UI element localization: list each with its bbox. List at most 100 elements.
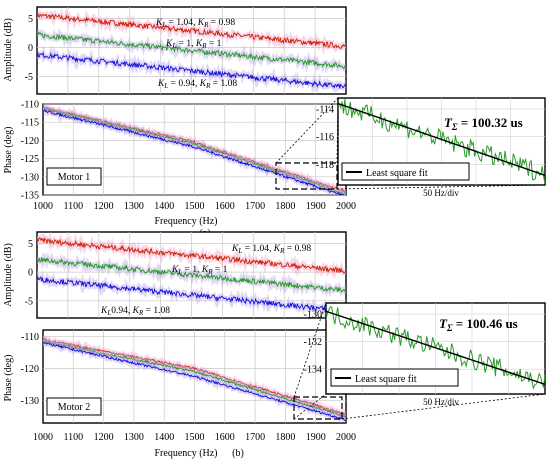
annotation-kl094: KL0.94, KR = 1.08 [100,306,170,317]
y-axis-label: Phase (deg) [3,127,14,174]
y-tick-labels: -130 -132 -134 [304,310,322,376]
y-tick-label: -135 [21,191,39,202]
series-line [43,338,346,417]
fit-line [326,310,545,386]
y-tick-label: -118 [316,160,334,171]
x-axis-label: Frequency (Hz) [154,448,217,459]
y-tick-label: -132 [304,337,322,348]
phase-curves [43,335,346,423]
motor-label-box [46,167,102,186]
legend-label: Least square fit [366,168,428,179]
delay-annotation: TΣ = 100.32 us [444,115,523,132]
series-line [37,31,346,70]
motor-label-box [46,397,102,416]
legend-label: Least square fit [355,374,417,385]
y-tick-label: 5 [28,239,33,250]
panel-b-amplitude: 5 0 -5 Amplitude (dB) KL = 1.04, KR = 0.98… [3,231,347,319]
inset-curves [326,305,545,390]
x-tick-labels: 1000 1100 1200 1300 1400 1500 1600 1700 1800 1900… [33,432,356,443]
x-tick-label: 1000 [33,432,53,443]
y-tick-label: -130 [304,310,322,321]
y-tick-label: -125 [21,154,39,165]
x-tick-label: 1600 [215,432,235,443]
annotation-kl1: KL = 1, KR = 1 [165,39,222,50]
x-tick-label: 1800 [275,432,295,443]
annotation-kl104: KL = 1.04, KR = 0.98 [155,18,235,29]
x-tick-label: 1400 [154,432,174,443]
x-tick-label: 1200 [94,201,114,212]
series-line [43,341,346,421]
y-axis-label: Amplitude (dB) [3,18,14,82]
motor-label: Motor 1 [58,172,91,183]
annotation-kl104: KL = 1.04, KR = 0.98 [231,244,311,255]
zoom-region [275,162,338,190]
y-tick-labels: 5 0 -5 [25,14,33,83]
y-tick-label: 5 [28,14,33,25]
annotation-kl1: KL = 1, KR = 1 [171,265,228,276]
series-line [37,237,346,274]
y-tick-label: 0 [28,268,33,279]
series-line [37,51,346,89]
y-tick-label: 0 [28,43,33,54]
x-tick-label: 1700 [245,201,265,212]
panel-caption: (b) [232,448,244,459]
y-tick-label: -115 [21,118,39,129]
x-tick-label: 1400 [154,201,174,212]
x-tick-label: 1600 [215,201,235,212]
annotation-kl094: KL = 0.94, KR = 1.08 [157,79,237,90]
series-line [43,107,346,195]
legend-box [330,368,459,387]
y-tick-labels: -114 -116 -118 [316,105,334,171]
inset-b: -130 -132 -134 TΣ = 100.46 us Least square… [293,302,546,420]
x-tick-label: 1100 [63,432,83,443]
series-line [43,106,346,193]
y-axis-label: Amplitude (dB) [3,243,14,307]
zoom-connector-bottom [293,393,327,420]
x-scale-label: 50 Hz/div [423,188,459,198]
legend-box [341,162,470,181]
series-line [37,257,346,293]
panel-b-phase: -110 -120 -130 1000 1100 1200 1300 1400 1500 160… [3,329,356,459]
x-tick-label: 2000 [336,432,356,443]
series-line [37,12,346,49]
x-tick-label: 1900 [306,201,326,212]
zoom-region [293,396,343,420]
grid [37,232,346,318]
series-line [43,109,346,195]
y-axis-label: Phase (deg) [3,355,14,402]
y-tick-label: -120 [21,136,39,147]
legend: Least square fit [341,162,470,181]
y-tick-label: -130 [21,172,39,183]
y-tick-label: -110 [21,332,39,343]
x-tick-label: 1000 [33,201,53,212]
inset-a: -114 -116 -118 TΣ = 100.32 us Least square… [275,97,546,198]
x-tick-label: 2000 [336,201,356,212]
panel-a-amplitude: 5 0 -5 Amplitude (dB) KL = 1.04, KR = 0.98… [3,6,347,95]
legend: Least square fit [330,368,459,387]
y-tick-label: -120 [21,364,39,375]
motor-label: Motor 2 [58,402,91,413]
panel-a-phase: -110 -115 -120 -125 -130 -135 1000 1100 1200 130… [3,100,356,240]
x-scale-label: 50 Hz/div [423,397,459,407]
amplitude-curves [37,232,346,318]
y-tick-labels: 5 0 -5 [25,239,33,307]
y-tick-label: -116 [316,132,334,143]
x-tick-label: 1900 [306,432,326,443]
inset-curves [338,99,545,184]
x-tick-labels: 1000 1100 1200 1300 1400 1500 1600 1700 1800 1900… [33,201,356,212]
phase-curves [43,104,346,195]
y-tick-label: -110 [21,100,39,111]
x-tick-label: 1300 [124,432,144,443]
y-tick-label: -134 [304,365,322,376]
zoom-connector-top-right [275,97,339,164]
y-tick-labels: -110 -120 -130 [21,332,39,407]
y-tick-label: -5 [25,296,33,307]
y-tick-label: -130 [21,396,39,407]
x-tick-label: 1100 [63,201,83,212]
x-tick-label: 1200 [94,432,114,443]
x-tick-label: 1300 [124,201,144,212]
x-axis-label: Frequency (Hz) [154,216,217,227]
amplitude-curves [37,7,346,94]
x-tick-label: 1500 [185,201,205,212]
